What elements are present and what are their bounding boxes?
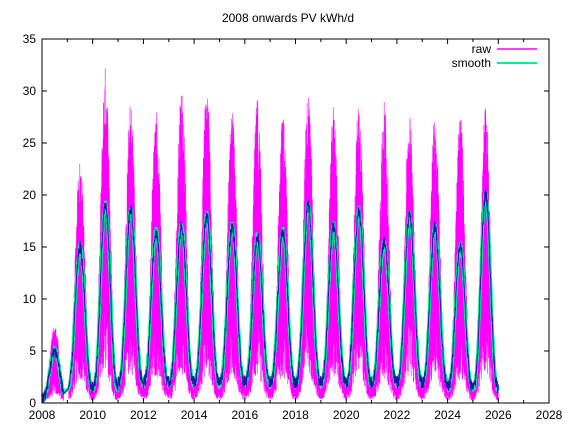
chart-title: 2008 onwards PV kWh/d: [222, 11, 354, 25]
x-tick-label: 2020: [333, 408, 360, 422]
x-tick-label: 2014: [181, 408, 208, 422]
x-tick-label: 2010: [79, 408, 106, 422]
x-tick-label: 2028: [536, 408, 563, 422]
legend: raw smooth: [452, 42, 537, 70]
x-tick-label: 2012: [130, 408, 157, 422]
plot-frame: [41, 38, 550, 404]
y-tick-label: 5: [29, 344, 36, 358]
plot-area: [41, 68, 500, 403]
legend-label-smooth: smooth: [452, 56, 491, 70]
y-tick-label: 15: [23, 240, 37, 254]
y-tick-label: 35: [23, 32, 37, 46]
x-tick-label: 2018: [282, 408, 309, 422]
x-tick-label: 2026: [485, 408, 512, 422]
y-tick-label: 20: [23, 188, 37, 202]
y-tick-label: 10: [23, 292, 37, 306]
x-tick-label: 2022: [384, 408, 411, 422]
x-tick-label: 2016: [231, 408, 258, 422]
series-raw: [42, 68, 499, 402]
axes: 2008 2010 2012 2014 2016 2018 2020 2022 2024 2026…: [23, 32, 563, 422]
y-tick-label: 25: [23, 136, 37, 150]
y-tick-label: 0: [29, 396, 36, 410]
series-smooth-trace: [42, 187, 499, 403]
x-tick-label: 2008: [29, 408, 56, 422]
y-tick-label: 30: [23, 84, 37, 98]
legend-label-raw: raw: [472, 42, 492, 56]
x-tick-label: 2024: [434, 408, 461, 422]
